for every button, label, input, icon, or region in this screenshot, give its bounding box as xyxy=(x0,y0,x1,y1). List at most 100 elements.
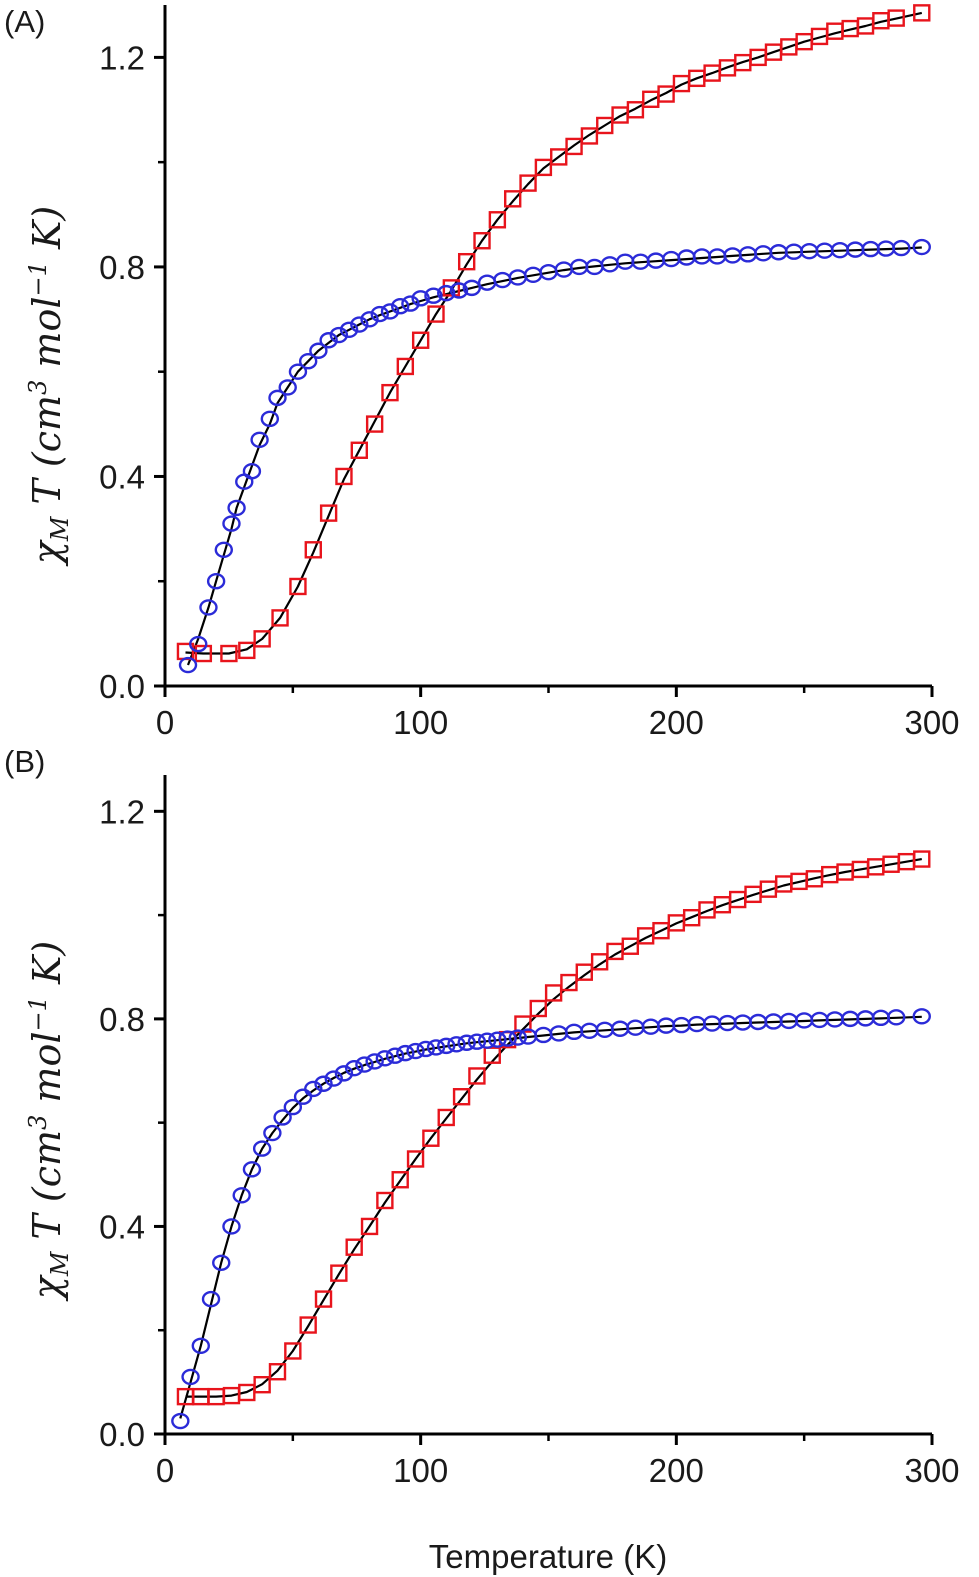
data-point-circle xyxy=(334,1065,354,1082)
data-point-square xyxy=(596,116,614,135)
data-point-square xyxy=(457,252,476,271)
data-point-circle xyxy=(677,249,696,266)
data-point-square xyxy=(406,1150,425,1168)
data-point-square xyxy=(289,577,307,596)
data-point-circle xyxy=(344,1059,364,1077)
data-point-circle xyxy=(380,303,400,320)
data-point-square xyxy=(304,541,322,559)
y-tick-label: 1.2 xyxy=(99,39,145,76)
x-tick-label: 0 xyxy=(156,704,174,741)
data-point-circle xyxy=(181,1368,200,1386)
data-point-circle xyxy=(477,1032,497,1049)
data-point-circle xyxy=(411,290,430,307)
y-axis-label: χM T (cm3 mol−1 K) xyxy=(24,941,74,1302)
data-point-circle xyxy=(206,573,226,590)
x-tick-label: 200 xyxy=(649,1452,704,1489)
data-point-circle xyxy=(457,1034,476,1051)
data-point-circle xyxy=(242,463,262,480)
data-point-square xyxy=(345,1238,363,1256)
fit-lines xyxy=(185,11,923,666)
data-point-circle xyxy=(467,1033,487,1050)
data-point-circle xyxy=(283,1098,303,1116)
data-point-circle xyxy=(375,1050,395,1067)
y-tick-label: 0.4 xyxy=(99,1208,145,1245)
data-point-circle xyxy=(273,1109,292,1126)
data-point-circle xyxy=(355,1056,374,1073)
data-point-circle xyxy=(232,1187,251,1204)
data-point-square xyxy=(473,232,491,250)
data-point-circle xyxy=(242,1161,262,1178)
data-point-circle xyxy=(171,1412,190,1430)
data-point-square xyxy=(422,1129,440,1147)
data-point-square xyxy=(504,190,522,208)
y-tick-label: 0.0 xyxy=(99,668,145,705)
data-point-square xyxy=(194,644,213,663)
data-point-circle xyxy=(424,287,443,304)
data-point-square xyxy=(565,137,583,156)
chart-panel-b: (B) χM T (cm3 mol−1 K) 0.0 0.4 0.8 1.2 0 100 2… xyxy=(4,744,960,1489)
fit-line-1 xyxy=(185,858,922,1398)
data-point-circle xyxy=(314,1075,333,1092)
data-point-circle xyxy=(437,284,456,302)
data-point-square xyxy=(437,1108,455,1127)
data-point-circle xyxy=(329,326,349,344)
y-tick-label: 0.4 xyxy=(99,458,145,495)
x-axis-label: Temperature (K) xyxy=(429,1538,667,1575)
x-tick-label: 0 xyxy=(156,1452,174,1489)
data-point-circle xyxy=(416,1040,435,1058)
data-point-square xyxy=(335,467,353,486)
data-point-circle xyxy=(201,1290,221,1308)
data-point-circle xyxy=(912,238,931,256)
data-point-circle xyxy=(309,342,328,359)
fit-line-2 xyxy=(179,1015,922,1419)
data-point-square xyxy=(268,1363,287,1381)
data-point-square xyxy=(360,1217,379,1236)
data-point-circle xyxy=(488,1031,507,1048)
data-point-square xyxy=(560,973,578,992)
data-point-square xyxy=(488,211,507,229)
data-point-circle xyxy=(304,1080,323,1098)
data-point-circle xyxy=(339,321,359,338)
data-point-square xyxy=(626,101,645,119)
data-point-square xyxy=(427,305,445,323)
data-point-square xyxy=(391,1171,409,1189)
data-point-circle xyxy=(191,1337,210,1354)
data-point-square xyxy=(314,1290,333,1308)
axes: 0.0 0.4 0.8 1.2 0 100 200 300 xyxy=(99,775,960,1489)
data-point-circle xyxy=(222,515,241,532)
data-point-circle xyxy=(887,1009,906,1026)
data-point-circle xyxy=(319,332,338,349)
data-point-circle xyxy=(278,379,297,396)
data-point-circle xyxy=(293,1088,313,1105)
data-points xyxy=(171,850,931,1430)
data-point-circle xyxy=(462,279,481,297)
x-tick-label: 100 xyxy=(393,704,448,741)
data-point-circle xyxy=(263,1124,282,1142)
data-point-square xyxy=(319,504,338,522)
data-point-circle xyxy=(199,599,218,616)
data-point-square xyxy=(220,644,238,663)
data-point-square xyxy=(299,1316,317,1334)
data-point-square xyxy=(411,331,430,349)
panel-label: (B) xyxy=(4,744,45,779)
data-points xyxy=(176,4,931,674)
data-point-circle xyxy=(437,1037,456,1055)
x-tick-label: 300 xyxy=(904,1452,959,1489)
data-point-square xyxy=(452,1088,471,1106)
panel-label: (A) xyxy=(4,4,45,39)
data-point-square xyxy=(590,953,609,971)
data-point-circle xyxy=(385,1047,405,1064)
data-point-circle xyxy=(365,1053,384,1070)
fit-lines xyxy=(179,858,922,1419)
data-point-square xyxy=(657,85,675,103)
data-point-circle xyxy=(370,305,389,323)
data-point-circle xyxy=(447,1036,466,1053)
data-point-square xyxy=(253,630,271,648)
data-point-square xyxy=(442,279,461,297)
y-tick-label: 1.2 xyxy=(99,793,145,830)
data-point-square xyxy=(529,999,547,1018)
data-point-circle xyxy=(227,499,246,517)
data-point-square xyxy=(253,1376,271,1394)
axes: 0.0 0.4 0.8 1.2 0 100 200 300 xyxy=(99,5,960,741)
data-point-square xyxy=(519,174,537,192)
